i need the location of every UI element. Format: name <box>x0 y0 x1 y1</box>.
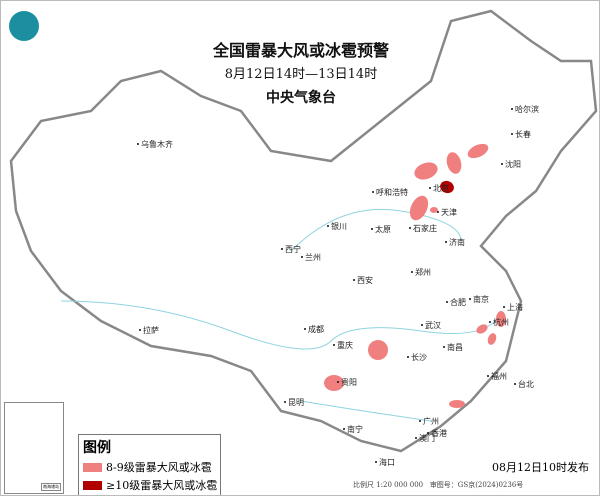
city-label: 合肥 <box>446 298 466 307</box>
city-label: 西宁 <box>281 245 301 254</box>
city-label: 呼和浩特 <box>372 188 408 197</box>
city-label: 天津 <box>437 208 457 217</box>
river <box>300 400 432 422</box>
warning-area-level-8-9 <box>496 311 506 327</box>
legend-label: ≥10级雷暴大风或冰雹 <box>106 479 218 492</box>
warning-area-level-8-9 <box>324 375 344 391</box>
city-label: 杭州 <box>489 318 509 327</box>
city-label: 拉萨 <box>139 326 159 335</box>
city-label: 成都 <box>304 325 324 334</box>
river <box>290 208 462 252</box>
inset-label: 南海诸岛 <box>41 483 61 491</box>
warning-area-level-10 <box>440 180 454 194</box>
warning-area-level-8-9 <box>487 333 497 345</box>
city-label: 长春 <box>511 130 531 139</box>
city-label: 沈阳 <box>501 160 521 169</box>
city-label: 太原 <box>371 225 391 234</box>
city-label: 乌鲁木齐 <box>137 140 173 149</box>
map-period: 8月12日14时—13日14时 <box>224 67 378 82</box>
city-label: 北京 <box>429 184 449 193</box>
city-label: 澳门 <box>415 434 435 443</box>
city-label: 广州 <box>419 417 439 426</box>
review-number: 审图号：GS京(2024)0236号 <box>429 481 524 489</box>
city-label: 石家庄 <box>409 224 437 233</box>
map-issuer: 中央气象台 <box>266 90 336 106</box>
city-label: 郑州 <box>411 268 431 277</box>
legend-title: 图例 <box>83 440 111 456</box>
city-label: 昆明 <box>284 398 304 407</box>
warning-area-level-8-9 <box>449 400 465 408</box>
country-border <box>9 9 598 453</box>
city-label: 长沙 <box>407 353 427 362</box>
city-label: 南京 <box>469 295 489 304</box>
city-label: 南昌 <box>443 343 463 352</box>
city-label: 贵阳 <box>337 378 357 387</box>
legend-swatch <box>83 480 102 490</box>
warning-area-level-8-9 <box>476 324 488 334</box>
map-title: 全国雷暴大风或冰雹预警 <box>212 41 389 60</box>
city-label: 西安 <box>353 276 373 285</box>
city-label: 重庆 <box>333 341 353 350</box>
warning-area-level-8-9 <box>414 162 438 180</box>
city-label: 上海 <box>503 303 523 312</box>
city-label: 香港 <box>427 429 447 438</box>
city-label: 兰州 <box>301 253 321 262</box>
warning-area-level-8-9 <box>467 143 489 159</box>
warning-area-level-8-9 <box>446 152 462 174</box>
city-label: 银川 <box>327 222 347 231</box>
city-label: 海口 <box>375 458 395 467</box>
city-label: 台北 <box>514 380 534 389</box>
warning-area-level-8-9 <box>368 340 388 360</box>
scale-text: 比例尺 1:20 000 000 <box>353 481 424 489</box>
cma-logo <box>9 11 39 41</box>
river <box>60 300 502 350</box>
map-footer: 比例尺 1:20 000 000 审图号：GS京(2024)0236号 <box>353 480 523 490</box>
city-label: 济南 <box>445 238 465 247</box>
legend: 图例 8-9级雷暴大风或冰雹 ≥10级雷暴大风或冰雹 <box>78 434 221 495</box>
legend-item: ≥10级雷暴大风或冰雹 <box>83 477 217 493</box>
city-label: 哈尔滨 <box>511 105 539 114</box>
city-label: 福州 <box>487 372 507 381</box>
city-label: 武汉 <box>421 321 441 330</box>
warning-area-level-8-9 <box>430 207 438 213</box>
city-label: 南宁 <box>343 425 363 434</box>
legend-label: 8-9级雷暴大风或冰雹 <box>106 461 212 474</box>
legend-swatch <box>83 462 102 472</box>
south-china-sea-inset: 南海诸岛 <box>4 402 64 494</box>
publish-time: 08月12日10时发布 <box>492 461 589 474</box>
warning-area-level-8-9 <box>409 195 429 221</box>
legend-item: 8-9级雷暴大风或冰雹 <box>83 459 212 475</box>
